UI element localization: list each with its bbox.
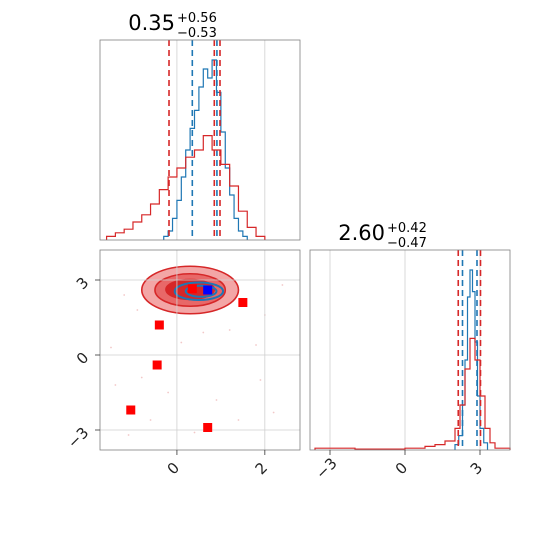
red-marker [152, 360, 162, 370]
histogram-series-0 [163, 59, 248, 240]
right-title-value: 2.60 [338, 221, 385, 245]
red-marker [203, 423, 213, 432]
blue-contour-level-0 [173, 281, 225, 301]
sample-point [255, 344, 257, 346]
panel-frame [99, 249, 301, 451]
sample-point [149, 419, 152, 421]
y-tick-label: 0 [73, 349, 92, 368]
panel-frame [99, 39, 301, 241]
sample-point [237, 419, 240, 421]
x-tick-label: −3 [312, 454, 340, 482]
sample-point [114, 384, 117, 386]
right-title-lower-error: −0.47 [387, 236, 427, 251]
sample-point [202, 331, 205, 334]
red-marker [187, 284, 197, 294]
sample-point [215, 399, 218, 401]
sample-point [180, 341, 183, 344]
blue-contour-level-1 [184, 284, 218, 298]
sample-point [167, 391, 170, 394]
sample-point [281, 284, 284, 286]
top-title-value: 0.35 [128, 11, 175, 35]
red-marker [154, 320, 164, 330]
top-left-histogram-panel: 0.35 +0.56−0.53 [99, 11, 301, 241]
blue-marker [203, 285, 213, 295]
right-title-upper-error: +0.42 [387, 221, 427, 236]
x-tick-label: 3 [467, 459, 486, 478]
y-tick-label: −3 [64, 424, 92, 452]
sample-point [228, 329, 231, 331]
histogram-series-1 [314, 337, 511, 450]
top-title-upper-error: +0.56 [177, 11, 217, 26]
sample-point [123, 294, 126, 296]
red-marker [238, 298, 248, 307]
top-title-lower-error: −0.53 [177, 26, 217, 41]
y-tick-label: 3 [73, 274, 92, 293]
x-tick-label: 0 [392, 459, 411, 478]
bottom-right-histogram-panel: 2.60 +0.42−0.47 [309, 221, 511, 451]
scatter-contour-panel [99, 249, 301, 451]
sample-point [193, 431, 196, 434]
histogram-series-1 [105, 135, 266, 240]
sample-point [127, 434, 130, 436]
x-tick-label: 2 [252, 459, 271, 478]
x-tick-label: 0 [164, 459, 183, 478]
sample-point [272, 411, 275, 414]
sample-point [110, 346, 112, 349]
sample-point [136, 309, 139, 311]
sample-point [140, 376, 143, 379]
sample-point [259, 379, 262, 381]
panel-frame [309, 249, 511, 451]
red-marker [126, 405, 136, 415]
